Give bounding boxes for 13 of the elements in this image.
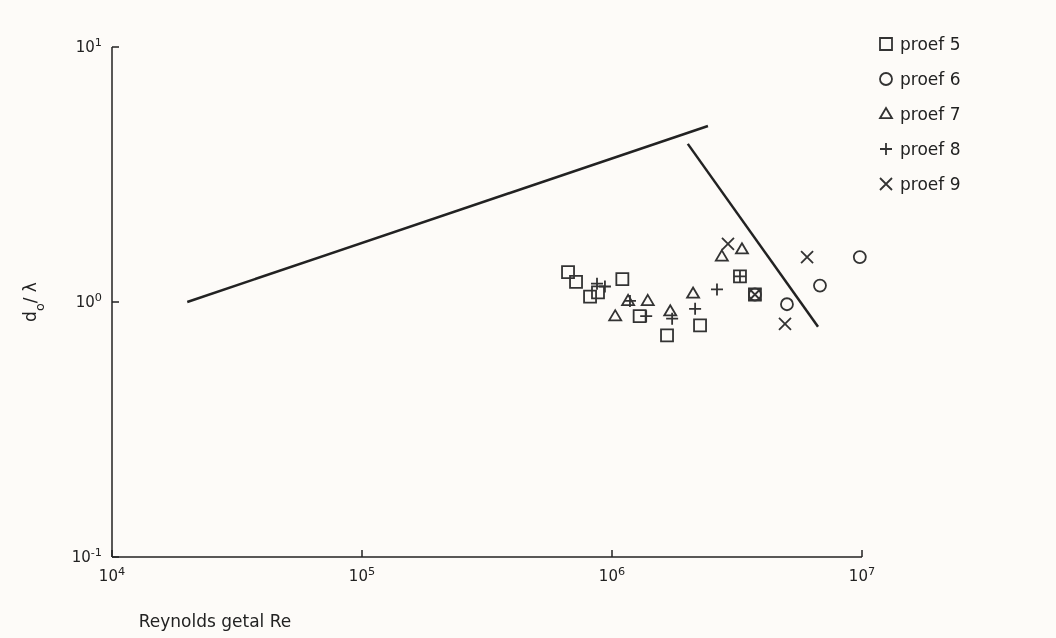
x-tick-label: 10$^{4}$ bbox=[98, 564, 126, 585]
legend-label: proef 8 bbox=[900, 139, 961, 159]
legend-label: proef 7 bbox=[900, 104, 961, 124]
y-tick-label: 10$^{1}$ bbox=[75, 35, 102, 56]
legend-label: proef 9 bbox=[900, 174, 961, 194]
y-tick-label: 10$^{-1}$ bbox=[71, 545, 102, 566]
legend-label: proef 6 bbox=[900, 69, 961, 89]
x-tick-label: 10$^{5}$ bbox=[348, 564, 376, 585]
legend-label: proef 5 bbox=[900, 34, 961, 54]
x-tick-label: 10$^{6}$ bbox=[598, 564, 626, 585]
x-tick-label: 10$^{7}$ bbox=[848, 564, 876, 585]
y-tick-label: 10$^{0}$ bbox=[75, 290, 102, 311]
x-axis-title: Reynolds getal Re bbox=[138, 611, 292, 631]
